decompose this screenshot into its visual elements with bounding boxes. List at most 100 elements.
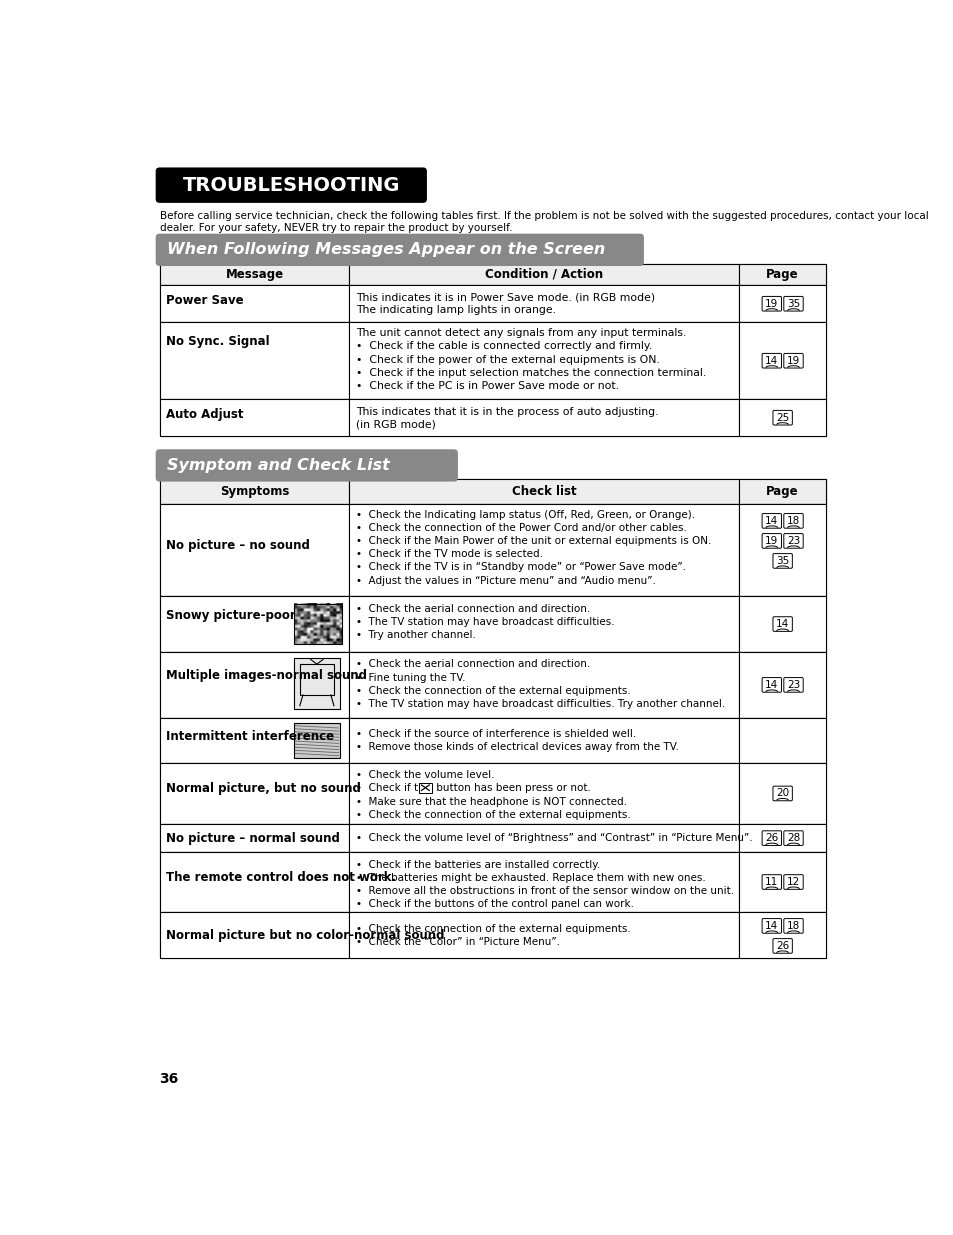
Text: •  Adjust the values in “Picture menu” and “Audio menu”.: • Adjust the values in “Picture menu” an… (355, 576, 655, 585)
Bar (349, 399, 739, 436)
Text: 36: 36 (159, 1072, 178, 1087)
FancyBboxPatch shape (155, 233, 643, 266)
Text: 14: 14 (764, 921, 778, 931)
Text: This indicates it is in Power Save mode. (in RGB mode): This indicates it is in Power Save mode.… (355, 293, 654, 303)
Text: •  Check the volume level.: • Check the volume level. (355, 771, 494, 781)
Text: 14: 14 (764, 356, 778, 366)
Bar (739, 285, 825, 322)
Text: •  Check if the source of interference is shielded well.: • Check if the source of interference is… (355, 729, 636, 739)
Text: •  The TV station may have broadcast difficulties. Try another channel.: • The TV station may have broadcast diff… (355, 699, 724, 709)
Bar (159, 597, 825, 652)
Text: •  Check if the input selection matches the connection terminal.: • Check if the input selection matches t… (355, 368, 705, 378)
Bar (739, 479, 825, 504)
Text: 14: 14 (775, 619, 788, 629)
FancyBboxPatch shape (783, 534, 802, 548)
Text: •  Check the aerial connection and direction.: • Check the aerial connection and direct… (355, 659, 589, 669)
FancyBboxPatch shape (772, 939, 792, 953)
Bar (739, 652, 825, 718)
Text: Page: Page (765, 485, 798, 498)
Text: This indicates that it is in the process of auto adjusting.: This indicates that it is in the process… (355, 406, 658, 417)
FancyBboxPatch shape (761, 514, 781, 529)
Bar (159, 399, 825, 436)
Bar (159, 597, 349, 652)
Bar (159, 285, 825, 322)
Text: •  Check if the PC is in Power Save mode or not.: • Check if the PC is in Power Save mode … (355, 380, 618, 390)
Bar (418, 783, 431, 793)
Text: 19: 19 (786, 356, 800, 366)
Text: button has been press or not.: button has been press or not. (433, 783, 590, 793)
FancyBboxPatch shape (772, 553, 792, 568)
Text: The unit cannot detect any signals from any input terminals.: The unit cannot detect any signals from … (355, 329, 685, 338)
Bar (159, 763, 825, 824)
FancyBboxPatch shape (761, 831, 781, 846)
Text: •  Check the volume level of “Brightness” and “Contrast” in “Picture Menu”.: • Check the volume level of “Brightness”… (355, 834, 752, 844)
Text: (in RGB mode): (in RGB mode) (355, 419, 435, 430)
Text: •  Check if the buttons of the control panel can work.: • Check if the buttons of the control pa… (355, 899, 633, 909)
Bar (159, 911, 349, 958)
Text: Normal picture, but no sound: Normal picture, but no sound (166, 782, 360, 795)
Text: 35: 35 (775, 556, 788, 566)
FancyBboxPatch shape (761, 534, 781, 548)
Bar (159, 852, 825, 911)
Bar (349, 852, 739, 911)
Bar (159, 264, 825, 285)
Text: •  Check if the cable is connected correctly and firmly.: • Check if the cable is connected correc… (355, 341, 651, 352)
Text: •  Check the connection of the external equipments.: • Check the connection of the external e… (355, 924, 630, 935)
Bar (739, 264, 825, 285)
Text: Before calling service technician, check the following tables first. If the prob: Before calling service technician, check… (159, 211, 927, 233)
FancyBboxPatch shape (772, 410, 792, 425)
Bar (349, 652, 739, 718)
Bar (739, 824, 825, 852)
Text: Power Save: Power Save (166, 294, 243, 308)
Text: •  Make sure that the headphone is NOT connected.: • Make sure that the headphone is NOT co… (355, 797, 626, 806)
Text: When Following Messages Appear on the Screen: When Following Messages Appear on the Sc… (167, 242, 605, 257)
Text: Symptoms: Symptoms (219, 485, 289, 498)
Bar (159, 824, 825, 852)
Text: Symptom and Check List: Symptom and Check List (167, 458, 390, 473)
Text: The indicating lamp lights in orange.: The indicating lamp lights in orange. (355, 305, 555, 315)
Bar (739, 718, 825, 763)
Text: •  Check if the power of the external equipments is ON.: • Check if the power of the external equ… (355, 354, 659, 364)
Bar (294, 722, 340, 758)
Text: 11: 11 (764, 877, 778, 887)
FancyBboxPatch shape (783, 296, 802, 311)
Text: •  The TV station may have broadcast difficulties.: • The TV station may have broadcast diff… (355, 618, 614, 627)
FancyBboxPatch shape (761, 296, 781, 311)
Text: 23: 23 (786, 680, 800, 690)
Text: •  Check if the Main Power of the unit or external equipments is ON.: • Check if the Main Power of the unit or… (355, 536, 710, 546)
Bar (159, 763, 349, 824)
Text: 26: 26 (775, 941, 788, 951)
Bar (739, 399, 825, 436)
Bar (739, 504, 825, 597)
Text: •  Check the Indicating lamp status (Off, Red, Green, or Orange).: • Check the Indicating lamp status (Off,… (355, 510, 694, 520)
Text: 35: 35 (786, 299, 800, 309)
Bar (739, 597, 825, 652)
Text: 18: 18 (786, 516, 800, 526)
FancyBboxPatch shape (783, 353, 802, 368)
FancyBboxPatch shape (783, 678, 802, 692)
Text: The remote control does not work.: The remote control does not work. (166, 871, 395, 884)
Text: 19: 19 (764, 299, 778, 309)
Text: Check list: Check list (512, 485, 576, 498)
Text: Intermittent interference: Intermittent interference (166, 730, 334, 743)
Text: Snowy picture-poor sound: Snowy picture-poor sound (166, 609, 339, 621)
Text: Page: Page (765, 268, 798, 282)
Bar (159, 322, 349, 399)
Text: Multiple images-normal sound: Multiple images-normal sound (166, 668, 366, 682)
Text: 19: 19 (764, 536, 778, 546)
FancyBboxPatch shape (155, 450, 457, 482)
FancyBboxPatch shape (783, 831, 802, 846)
Bar (159, 399, 349, 436)
FancyBboxPatch shape (783, 919, 802, 934)
FancyBboxPatch shape (761, 353, 781, 368)
Bar (739, 322, 825, 399)
Text: •  Check if the: • Check if the (355, 783, 434, 793)
Bar (159, 479, 349, 504)
Text: •  Check the aerial connection and direction.: • Check the aerial connection and direct… (355, 604, 589, 614)
Text: 18: 18 (786, 921, 800, 931)
Bar (349, 504, 739, 597)
Text: •  Try another channel.: • Try another channel. (355, 630, 475, 640)
Bar (739, 852, 825, 911)
Bar (159, 479, 825, 504)
Text: 28: 28 (786, 834, 800, 844)
